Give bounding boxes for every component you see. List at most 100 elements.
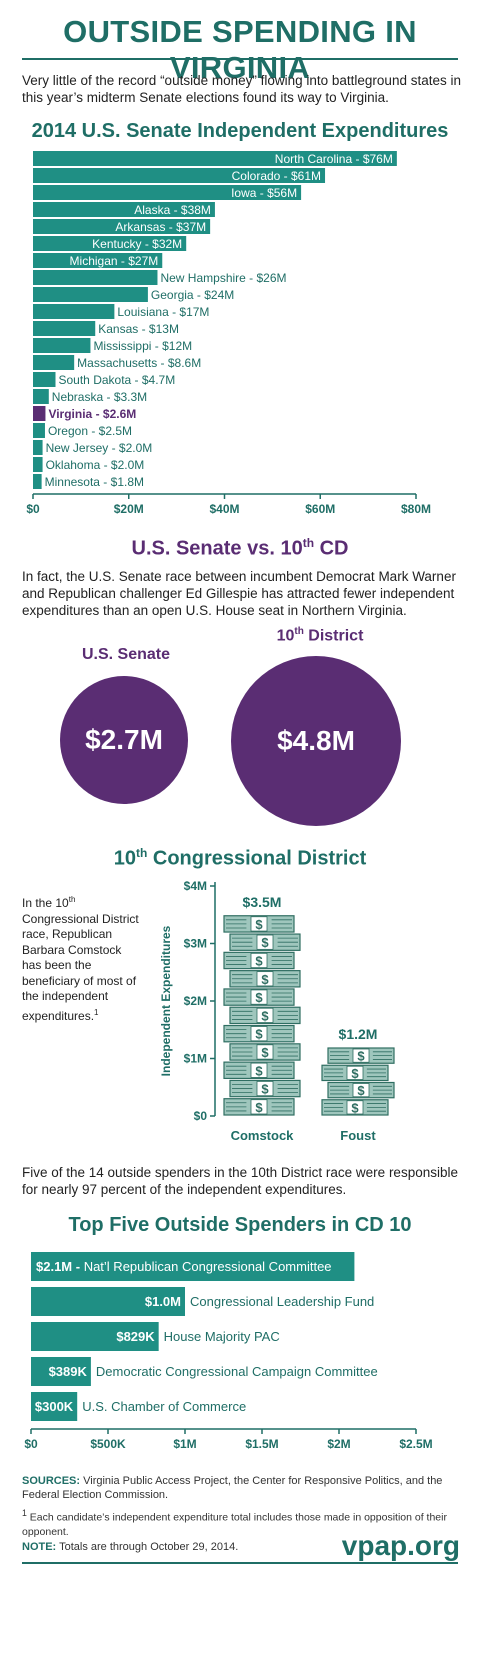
bill-band	[256, 934, 274, 950]
x-tick-label: $2.5M	[399, 1437, 432, 1451]
sources-text: SOURCES: Virginia Public Access Project,…	[22, 1475, 443, 1501]
bar-oregon	[33, 423, 45, 438]
spender-label: $2.1M - Nat’l Republican Congressional C…	[36, 1259, 332, 1274]
spender-value: $2.1M -	[36, 1259, 84, 1274]
bill-band	[256, 1081, 274, 1097]
bar-label: Minnesota - $1.8M	[45, 475, 144, 489]
senate-chart-title: 2014 U.S. Senate Independent Expenditure…	[31, 120, 449, 142]
footnote-text: 1 Each candidate’s independent expenditu…	[22, 1508, 447, 1538]
y-tick-label: $4M	[184, 879, 207, 893]
dollar-sign: $	[255, 917, 263, 932]
bar-oklahoma	[33, 457, 43, 472]
dollar-sign: $	[255, 953, 263, 968]
y-tick-label: $2M	[184, 994, 207, 1008]
dollar-sign: $	[357, 1083, 365, 1098]
dollar-sign: $	[261, 972, 269, 987]
spender-name: Congressional Leadership Fund	[190, 1294, 374, 1309]
x-tick-label: $60M	[305, 502, 335, 516]
district-bubble-value: $4.8M	[277, 725, 355, 756]
intro-text: Very little of the record “outside money…	[22, 73, 461, 105]
bar-label: Virginia - $2.6M	[48, 407, 136, 421]
page-title: OUTSIDE SPENDING IN VIRGINIA	[63, 14, 417, 85]
bar-label: New Hampshire - $26M	[160, 271, 286, 285]
bill-band	[352, 1083, 370, 1098]
bill-band	[256, 1044, 274, 1060]
bill-band	[352, 1048, 370, 1063]
district-bubble-label: 10th District	[276, 626, 364, 645]
bar-nebraska	[33, 389, 49, 404]
spender-name: Nat’l Republican Congressional Committee	[84, 1259, 332, 1274]
senate-bubble-label: U.S. Senate	[81, 646, 171, 663]
bill-band	[250, 989, 268, 1005]
bar-label: New Jersey - $2.0M	[46, 441, 153, 455]
bar-label: Massachusetts - $8.6M	[77, 356, 201, 370]
x-tick-label: $1M	[173, 1437, 196, 1451]
dollar-sign: $	[351, 1100, 359, 1115]
bar-label: Michigan - $27M	[70, 254, 159, 268]
bill-band	[250, 1026, 268, 1042]
spender-bar	[31, 1287, 185, 1316]
category-label-comstock: Comstock	[231, 1128, 295, 1143]
note-text: NOTE: Totals are through October 29, 201…	[22, 1541, 239, 1553]
bar-arkansas	[33, 219, 211, 234]
dollar-sign: $	[255, 1100, 263, 1115]
bill-band	[256, 1007, 274, 1023]
bar-label: Mississippi - $12M	[93, 339, 192, 353]
district-chart: Independent Expenditures$0$1M$2M$3M$4M$$…	[159, 879, 395, 1143]
bar-mississippi	[33, 338, 91, 353]
bill-band	[250, 1062, 268, 1078]
bar-alaska	[33, 202, 215, 217]
bar-label: Oklahoma - $2.0M	[46, 458, 145, 472]
money-stack-foust: $ $ $ $	[321, 1047, 395, 1116]
spender-name: Democratic Congressional Campaign Commit…	[96, 1364, 378, 1379]
bar-label: Alaska - $38M	[134, 203, 211, 217]
bar-michigan	[33, 253, 163, 268]
money-stack-comstock: $ $ $ $ $ $ $ $ $ $ $	[223, 915, 301, 1116]
value-label-foust: $1.2M	[339, 1026, 378, 1042]
spender-value: $829K	[116, 1329, 155, 1344]
bar-iowa	[33, 185, 302, 200]
district-heading: 10th Congressional District	[113, 846, 367, 870]
bar-label: North Carolina - $76M	[275, 152, 393, 166]
senate-vs-cd-text: In fact, the U.S. Senate race between in…	[22, 569, 456, 618]
x-tick-label: $0	[26, 502, 40, 516]
bar-new-jersey	[33, 440, 43, 455]
dollar-sign: $	[255, 990, 263, 1005]
brand-logo: vpap.org	[341, 1530, 460, 1561]
dollar-sign: $	[261, 1082, 269, 1097]
x-tick-label: $1.5M	[245, 1437, 278, 1451]
x-tick-label: $500K	[90, 1437, 126, 1451]
x-tick-label: $40M	[209, 502, 239, 516]
bar-label: Iowa - $56M	[231, 186, 297, 200]
bar-label: Colorado - $61M	[232, 169, 321, 183]
bar-minnesota	[33, 474, 42, 489]
bar-louisiana	[33, 304, 115, 319]
senate-bubble: $2.7M	[60, 676, 188, 804]
spender-value: $1.0M	[145, 1294, 181, 1309]
x-tick-label: $2M	[327, 1437, 350, 1451]
senate-bubble-value: $2.7M	[85, 724, 163, 755]
dollar-sign: $	[261, 1045, 269, 1060]
senate-expenditures-chart: North Carolina - $76M Colorado - $61M Iowa…	[26, 151, 431, 516]
district-side-text: In the 10th Congressional District race,…	[22, 895, 139, 1023]
x-tick-label: $80M	[401, 502, 431, 516]
title-divider	[22, 58, 458, 60]
x-tick-label: $0	[24, 1437, 38, 1451]
bill-band	[256, 971, 274, 987]
bar-south-dakota	[33, 372, 56, 387]
bar-label: Oregon - $2.5M	[48, 424, 132, 438]
bar-label: Georgia - $24M	[151, 288, 234, 302]
bar-north-carolina	[33, 151, 397, 166]
dollar-sign: $	[357, 1049, 365, 1064]
spender-name: House Majority PAC	[164, 1329, 280, 1344]
category-label-foust: Foust	[340, 1128, 376, 1143]
spender-value: $300K	[35, 1399, 74, 1414]
bill-band	[346, 1065, 364, 1080]
bar-kentucky	[33, 236, 187, 251]
bar-label: Nebraska - $3.3M	[52, 390, 147, 404]
dollar-sign: $	[261, 935, 269, 950]
bar-label: Kansas - $13M	[98, 322, 179, 336]
spender-value: $389K	[49, 1364, 88, 1379]
bar-label: Arkansas - $37M	[115, 220, 206, 234]
senate-vs-cd-heading: U.S. Senate vs. 10th CD	[131, 536, 349, 560]
